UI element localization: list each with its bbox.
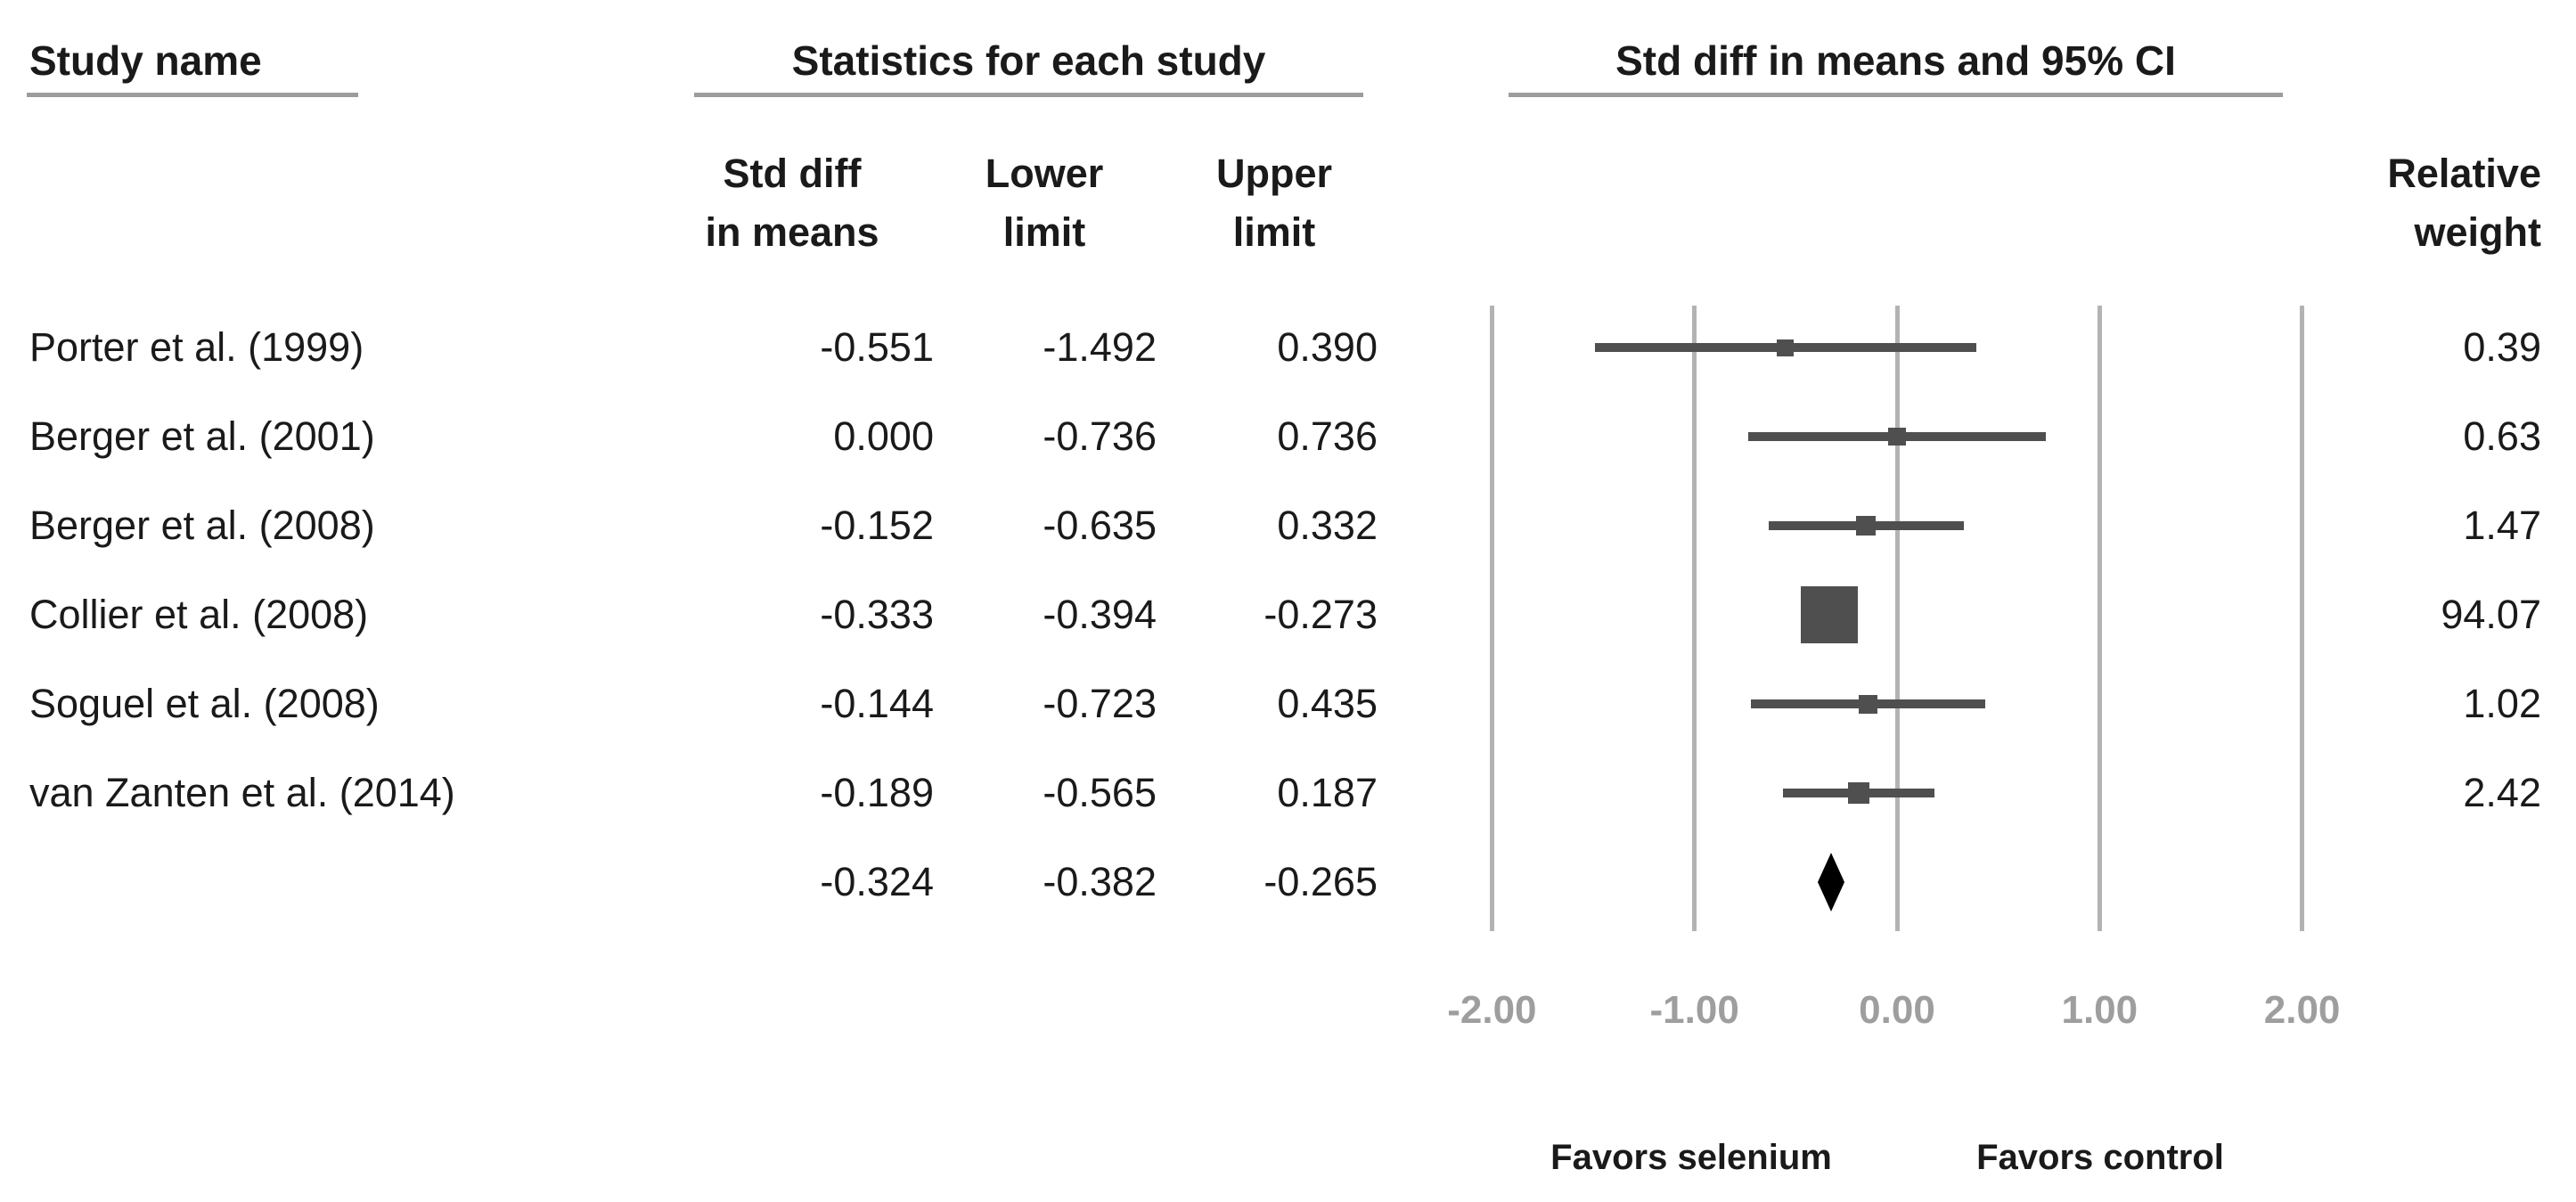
relative-weight-value: 1.02 [2463, 681, 2541, 726]
upper-limit-value: 0.187 [1277, 770, 1378, 815]
lower-limit-value: -0.736 [1043, 413, 1157, 459]
std-diff-value: 0.000 [833, 413, 934, 459]
x-axis-tick-label: 2.00 [2263, 988, 2341, 1032]
relative-weight-value: 0.39 [2463, 324, 2541, 370]
x-axis-tick-label: 1.00 [2061, 988, 2138, 1032]
study-name: Collier et al. (2008) [29, 592, 369, 637]
relative-weight-value: 94.07 [2441, 592, 2541, 637]
relative-weight-value: 2.42 [2463, 770, 2541, 815]
std-diff-value: -0.189 [820, 770, 934, 815]
lower-limit-value: -1.492 [1043, 324, 1157, 370]
x-axis-tick-label: 0.00 [1859, 988, 1935, 1032]
study-name: Soguel et al. (2008) [29, 681, 380, 726]
plot-title-header: Std diff in means and 95% CI [1615, 37, 2176, 84]
study-name: Berger et al. (2001) [29, 413, 375, 459]
grid-line [1489, 306, 1494, 931]
upper-limit-value: 0.435 [1277, 681, 1378, 726]
study-name: Porter et al. (1999) [29, 324, 364, 370]
upper-limit-value: 0.390 [1277, 324, 1378, 370]
plot-title-underline [1509, 93, 2283, 97]
upper-limit-value: 0.332 [1277, 503, 1378, 548]
std-diff-value: -0.333 [820, 592, 934, 637]
point-estimate-marker [1858, 694, 1877, 714]
grid-line [1692, 306, 1697, 931]
std-diff-value: -0.551 [820, 324, 934, 370]
point-estimate-marker [1801, 586, 1859, 643]
std-diff-value: -0.144 [820, 681, 934, 726]
lower-limit-value: -0.723 [1043, 681, 1157, 726]
x-axis-tick-label: -1.00 [1649, 988, 1739, 1032]
grid-line [2300, 306, 2305, 931]
upper-limit-value: -0.265 [1263, 859, 1378, 904]
study-name: van Zanten et al. (2014) [29, 770, 455, 815]
favors-control-label: Favors control [1976, 1138, 2224, 1177]
upper-limit-value: -0.273 [1263, 592, 1378, 637]
std-diff-value: -0.324 [820, 859, 934, 904]
favors-selenium-label: Favors selenium [1550, 1138, 1832, 1177]
study-name-underline [27, 93, 358, 97]
lower-limit-value: -0.565 [1043, 770, 1157, 815]
study-name-header: Study name [29, 37, 262, 84]
point-estimate-marker [1777, 339, 1795, 356]
column-header-lower-limit: Lower limit [985, 151, 1104, 255]
lower-limit-value: -0.394 [1043, 592, 1157, 637]
grid-line [2097, 306, 2102, 931]
study-name: Berger et al. (2008) [29, 503, 375, 548]
column-header-relative-weight: Relative weight [2387, 151, 2541, 255]
point-estimate-marker [1848, 782, 1870, 804]
x-axis-tick-label: -2.00 [1447, 988, 1537, 1032]
point-estimate-marker [1856, 516, 1877, 536]
column-header-upper-limit: Upper limit [1215, 151, 1332, 255]
relative-weight-value: 1.47 [2463, 503, 2541, 548]
point-estimate-marker [1888, 428, 1906, 446]
relative-weight-value: 0.63 [2463, 413, 2541, 459]
lower-limit-value: -0.635 [1043, 503, 1157, 548]
summary-diamond [1818, 853, 1845, 912]
upper-limit-value: 0.736 [1277, 413, 1378, 459]
lower-limit-value: -0.382 [1043, 859, 1157, 904]
column-header-std-diff: Std diff in means [705, 151, 879, 255]
std-diff-value: -0.152 [820, 503, 934, 548]
statistics-underline [694, 93, 1363, 97]
statistics-header: Statistics for each study [791, 37, 1266, 84]
grid-line [1894, 306, 1900, 931]
